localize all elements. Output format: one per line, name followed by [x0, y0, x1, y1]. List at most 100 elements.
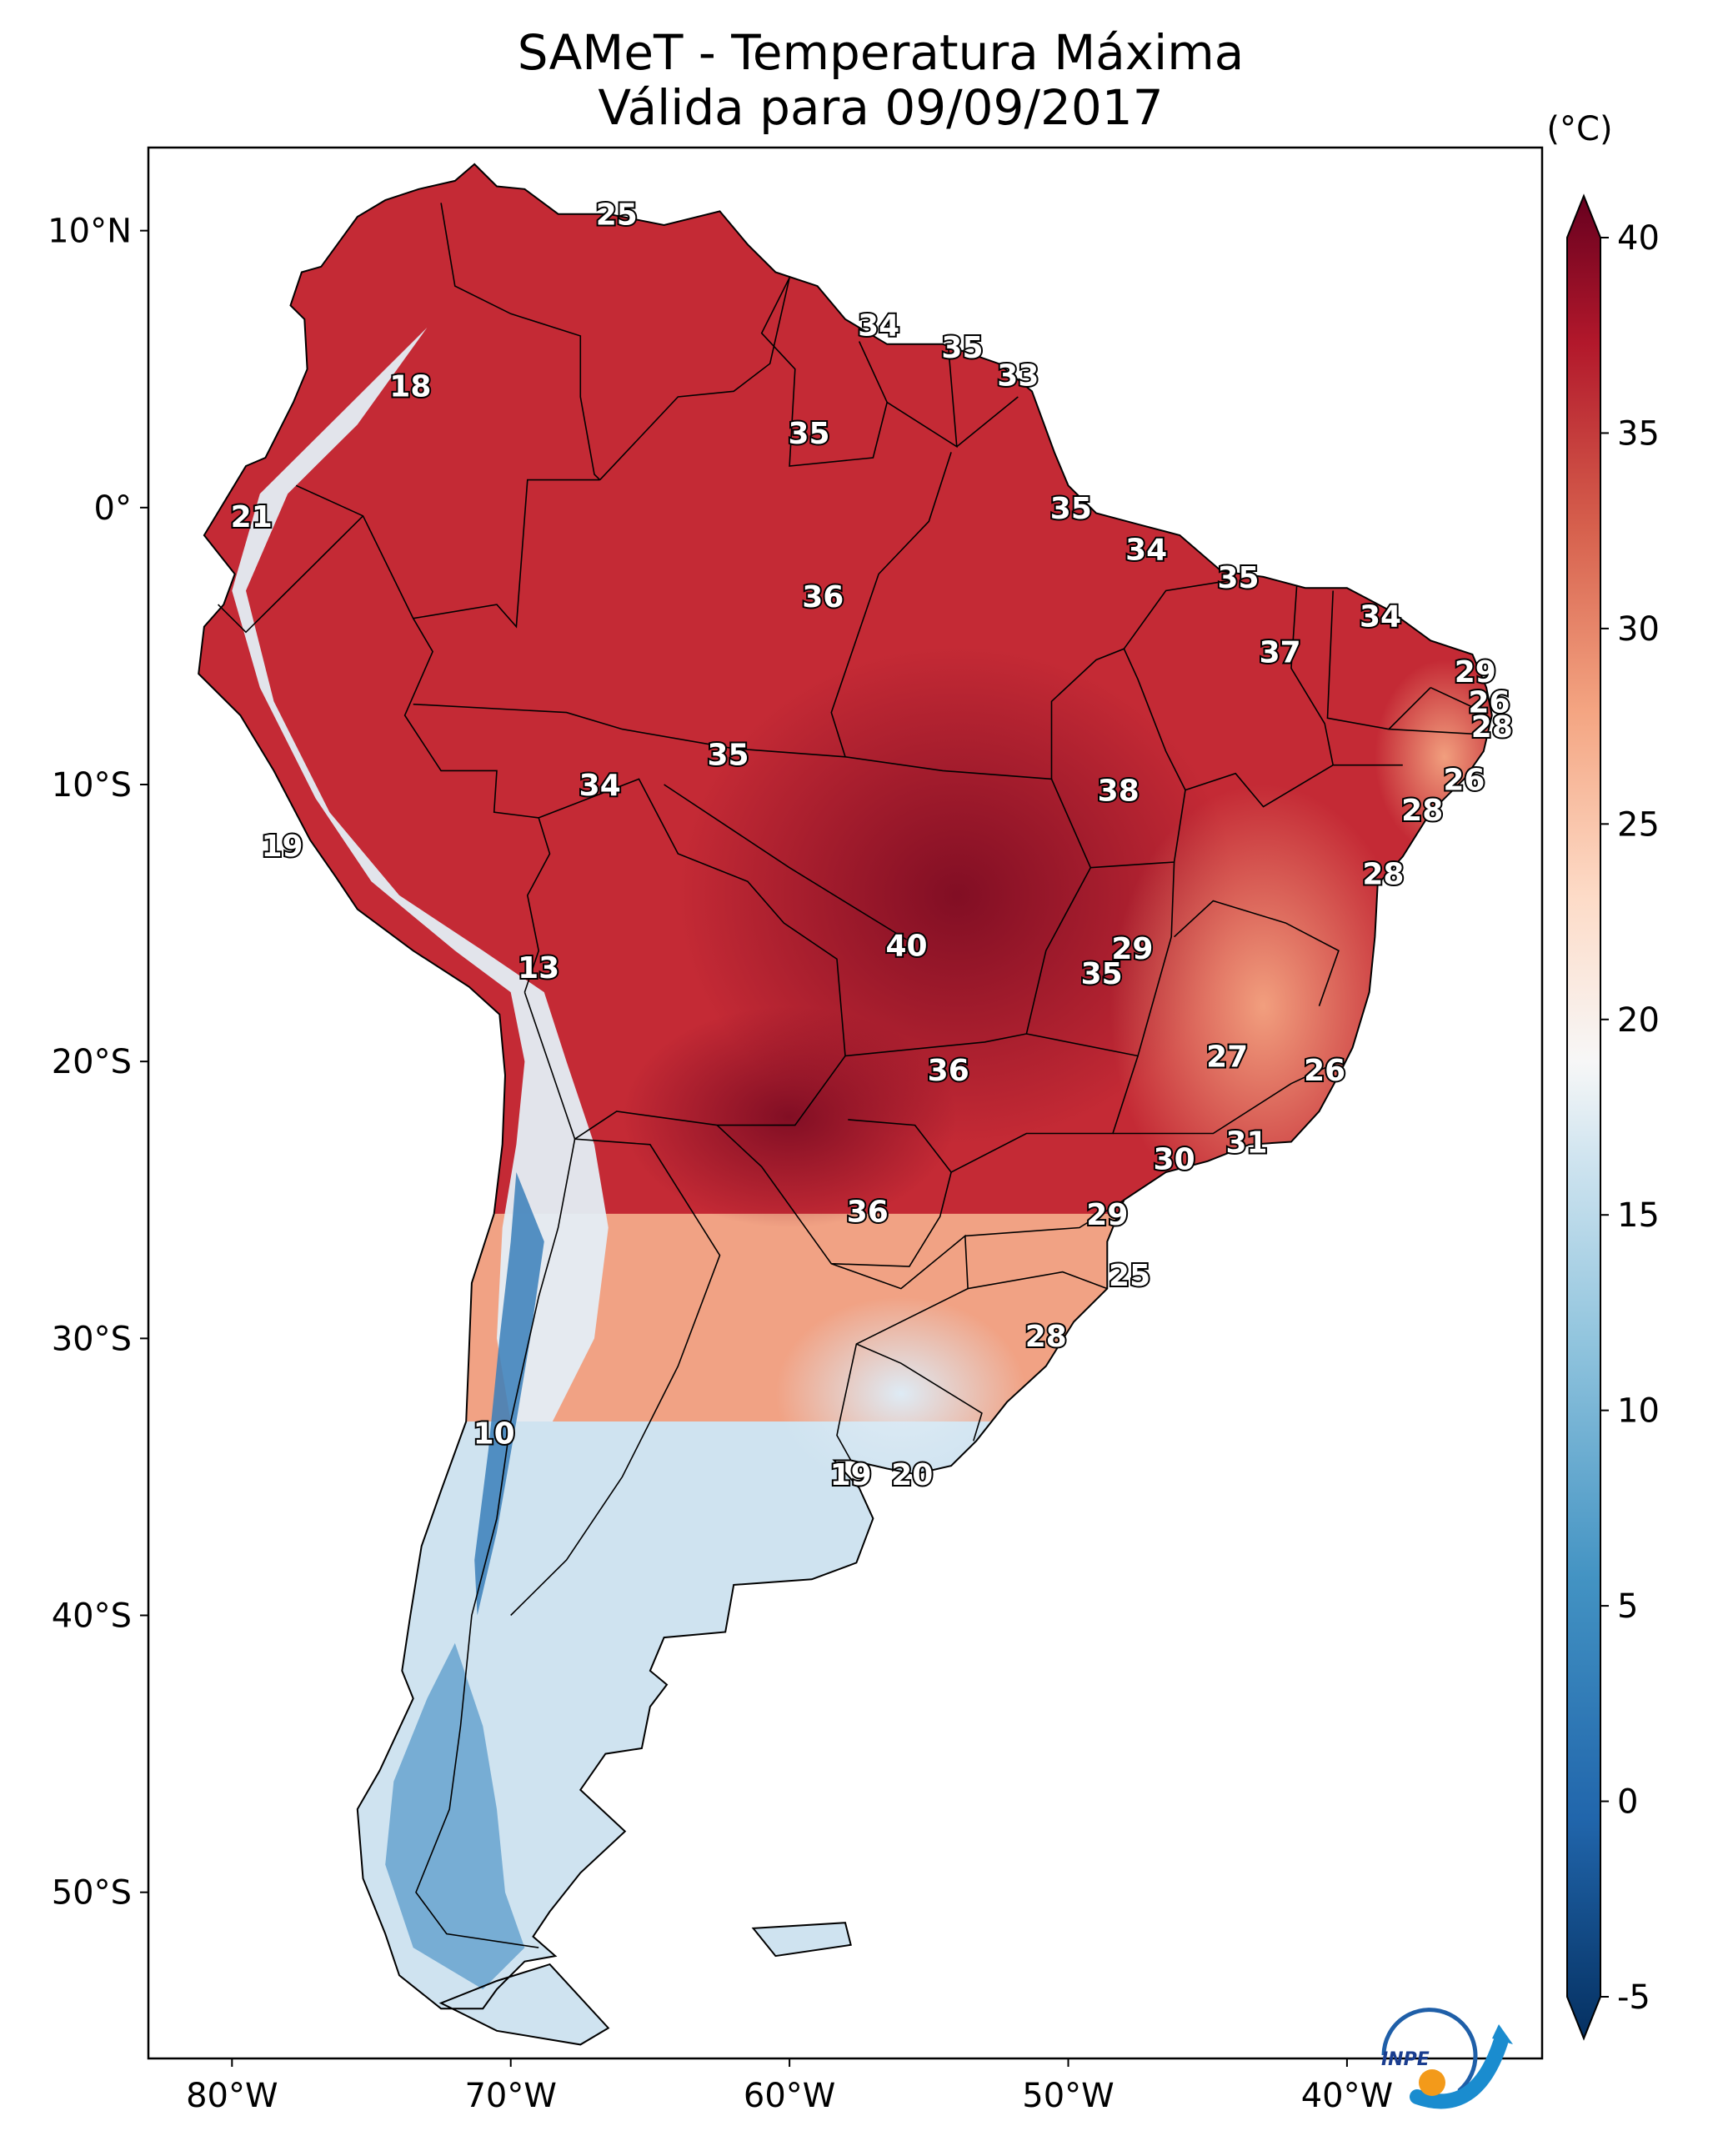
temperature-label: 21 [231, 500, 273, 534]
temperature-label: 28 [1025, 1320, 1067, 1354]
latitude-axis: 10°N 0° 10°S 20°S 30°S 40°S 50°S [48, 213, 148, 1913]
colorbar-tick-label: 35 [1617, 414, 1660, 453]
border-line [403, 618, 551, 993]
lat-tick-label: 20°S [52, 1043, 132, 1081]
temperature-label: 28 [1401, 794, 1443, 828]
inpe-logo-text: INPE [1381, 2049, 1430, 2070]
border-line [664, 784, 908, 940]
southern-andes-cold-zone [385, 1642, 525, 1989]
colorbar-units: (°C) [1546, 110, 1612, 148]
colorbar-tick-label: 0 [1617, 1783, 1638, 1822]
border-line [831, 1234, 969, 1422]
colorbar-tick-label: 25 [1617, 805, 1660, 844]
logo-swoosh-icon [1410, 2035, 1508, 2109]
temperature-label: 36 [847, 1196, 889, 1230]
border-line [510, 1138, 721, 1617]
colorbar-body [1566, 193, 1601, 2041]
border-line [1174, 900, 1340, 1006]
temperature-label: 19 [830, 1458, 872, 1492]
lat-tick-label: 0° [94, 489, 132, 528]
border-line [523, 778, 846, 1141]
lon-tick-label: 40°W [1301, 2077, 1393, 2115]
temperature-label: 34 [1360, 599, 1401, 634]
border-line [1389, 728, 1487, 735]
temperature-label: 28 [1362, 857, 1404, 891]
border-line [1113, 1060, 1340, 1135]
colorbar-ticks: 40 35 30 25 20 15 10 5 0 -5 [1600, 219, 1660, 2017]
colorbar-tick-label: 15 [1617, 1196, 1660, 1235]
temperature-label: 35 [707, 738, 749, 772]
temperature-label: 26 [1304, 1054, 1345, 1088]
border-line [218, 515, 364, 634]
border-line [1326, 590, 1431, 730]
temperature-label: 35 [941, 331, 983, 365]
temperature-label: 27 [1206, 1040, 1248, 1075]
temperature-label: 26 [1443, 763, 1485, 797]
temperature-label: 40 [886, 930, 928, 964]
border-line [599, 277, 790, 481]
border-line [1026, 861, 1175, 1057]
country-borders [218, 203, 1487, 1948]
chart-title-line1: SAMeT - Temperatura Máxima [517, 24, 1245, 81]
border-line [830, 452, 952, 758]
border-line [967, 1271, 1108, 1290]
border-line [964, 1199, 1124, 1237]
inpe-logo [1381, 2008, 1513, 2109]
temperature-label: 35 [1217, 561, 1259, 595]
colorbar: 40 35 30 25 20 15 10 5 0 -5 (°C) [1546, 110, 1660, 2041]
longitude-axis: 80°W 70°W 60°W 50°W 40°W [186, 2058, 1393, 2115]
border-line [1290, 584, 1334, 765]
coastline [198, 163, 1493, 2046]
andes-cold-strip [474, 1172, 544, 1616]
lat-tick-label: 50°S [52, 1874, 132, 1913]
colorbar-tick-label: 10 [1617, 1392, 1660, 1431]
temperature-label: 38 [1098, 775, 1139, 809]
border-line [440, 203, 601, 481]
border-line [415, 1139, 576, 1948]
colorbar-tick-label: 30 [1617, 610, 1660, 649]
temperature-label: 26 [1468, 685, 1510, 720]
temperature-label: 29 [1111, 932, 1153, 966]
border-line [856, 1343, 983, 1442]
temperature-label: 33 [997, 358, 1039, 393]
temperature-label: 25 [596, 198, 638, 233]
temperature-label: 30 [1154, 1142, 1195, 1176]
temperature-label: 10 [473, 1416, 515, 1451]
temperature-label: 37 [1260, 636, 1301, 670]
border-line [413, 703, 734, 750]
lon-tick-label: 70°W [464, 2077, 556, 2115]
temperature-label: 18 [389, 370, 431, 404]
temperature-label: 34 [579, 769, 621, 803]
temperature-label: 34 [1125, 534, 1167, 568]
chaco-hot-core [622, 1005, 957, 1228]
colorbar-tick-label: 5 [1617, 1587, 1638, 1626]
temperature-label: 34 [858, 309, 899, 343]
temperature-label: 28 [1471, 710, 1513, 745]
andes-cool-strip [232, 327, 609, 1421]
lat-tick-label: 30°S [52, 1320, 132, 1358]
uruguay-cool-zone [775, 1296, 1027, 1492]
border-line [950, 1055, 1139, 1173]
colorbar-tick-label: 40 [1617, 219, 1660, 258]
temperature-label: 25 [1109, 1259, 1150, 1293]
temperature-label: 35 [1081, 957, 1123, 991]
lon-tick-label: 80°W [186, 2077, 278, 2115]
lat-tick-label: 10°N [48, 213, 132, 251]
temperature-label: 29 [1455, 655, 1496, 689]
temperature-label: 35 [1050, 492, 1092, 526]
lon-tick-label: 50°W [1022, 2077, 1114, 2115]
lon-tick-label: 60°W [744, 2077, 835, 2115]
temperature-label: 31 [1225, 1126, 1267, 1161]
lat-tick-label: 10°S [52, 766, 132, 805]
temperature-label: 19 [261, 830, 303, 864]
lat-tick-label: 40°S [52, 1597, 132, 1636]
temperature-label: 29 [1086, 1198, 1128, 1232]
temperature-label: 35 [788, 417, 829, 451]
temperature-label: 36 [928, 1054, 969, 1088]
temperature-label: 20 [891, 1458, 933, 1492]
border-line [716, 1119, 952, 1267]
logo-sun-icon [1419, 2069, 1445, 2096]
temperature-label: 36 [802, 580, 844, 614]
